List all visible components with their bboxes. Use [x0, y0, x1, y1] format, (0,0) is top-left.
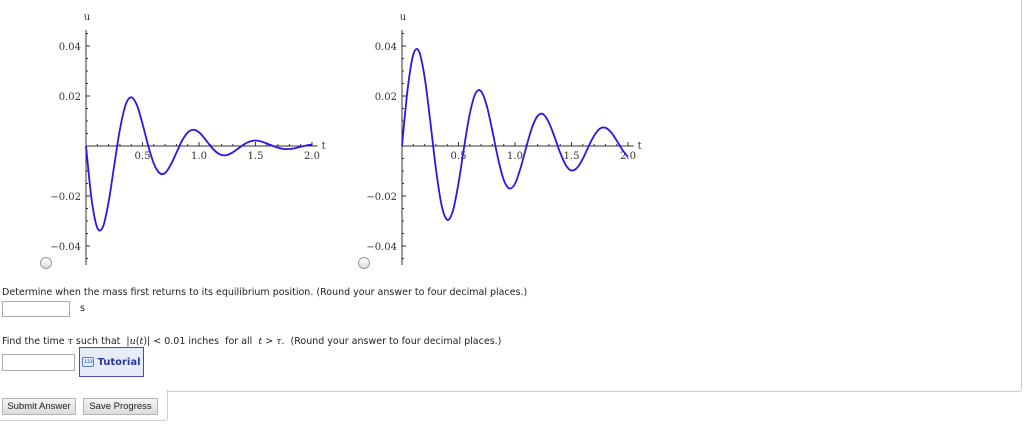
series-line — [401, 48, 629, 221]
q2-mid2: )| < 0.01 inches for all — [143, 336, 259, 347]
y-tick-label: 0.04 — [375, 42, 397, 53]
question-2-text: Find the time τ such that |u(t)| < 0.01 … — [2, 336, 501, 347]
x-axis-label: t — [638, 141, 642, 152]
y-tick-label: 0.02 — [375, 92, 397, 103]
q2-t2: t — [258, 336, 263, 347]
q2-t: t — [139, 336, 144, 347]
x-axis-label: t — [322, 141, 326, 152]
q2-mid3: > — [262, 336, 277, 347]
x-tick-label: 1.0 — [507, 151, 523, 162]
y-axis-label: u — [400, 12, 407, 23]
tutorial-button[interactable]: 123 Tutorial — [79, 347, 144, 377]
x-tick-label: 1.5 — [564, 151, 580, 162]
y-tick-label: −0.04 — [366, 242, 397, 253]
tutorial-label: Tutorial — [97, 356, 141, 368]
x-tick-label: 2.0 — [304, 151, 320, 162]
tutorial-chat-icon: 123 — [82, 357, 95, 367]
graph-option-2-radio[interactable] — [358, 257, 370, 269]
save-progress-button[interactable]: Save Progress — [83, 398, 158, 415]
x-tick-label: 1.0 — [191, 151, 207, 162]
y-tick-label: −0.04 — [50, 242, 81, 253]
q2-paren: ( — [135, 336, 140, 347]
y-tick-label: 0.04 — [59, 42, 81, 53]
y-tick-label: 0.02 — [59, 92, 81, 103]
q2-mid1: such that | — [72, 336, 130, 347]
y-tick-label: −0.02 — [50, 192, 81, 203]
q2-tau: τ — [67, 336, 73, 347]
q2-tau2: τ — [276, 336, 282, 347]
x-tick-label: 0.5 — [451, 151, 467, 162]
graph-option-1: 0.5 1.0 1.5 2.0 0.04 0.02 −0.02 −0.04 u t — [50, 12, 326, 265]
unit-seconds: s — [80, 303, 85, 314]
graph-option-1-radio[interactable] — [40, 257, 52, 269]
question-1-text: Determine when the mass first returns to… — [2, 287, 528, 298]
q2-prefix: Find the time — [2, 336, 68, 347]
q2-u: u — [129, 336, 136, 347]
series-line — [85, 96, 313, 232]
x-tick-label: 0.5 — [135, 151, 151, 162]
question-panel — [0, 0, 1022, 392]
y-axis-label: u — [84, 12, 91, 23]
submit-answer-button[interactable]: Submit Answer — [2, 398, 76, 415]
tau-input[interactable] — [2, 354, 75, 371]
y-tick-label: −0.02 — [366, 192, 397, 203]
equilibrium-time-input[interactable] — [2, 301, 70, 317]
q2-suffix: . (Round your answer to four decimal pla… — [281, 336, 502, 347]
x-tick-label: 1.5 — [248, 151, 264, 162]
